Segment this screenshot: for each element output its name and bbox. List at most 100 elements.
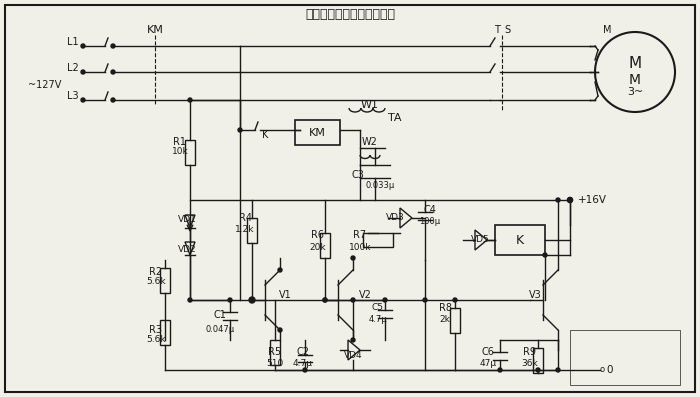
Text: 47μ: 47μ <box>480 358 496 368</box>
Text: R5: R5 <box>268 347 281 357</box>
Text: K: K <box>262 130 268 140</box>
Text: M: M <box>629 73 641 87</box>
Circle shape <box>536 368 540 372</box>
Bar <box>160 320 170 345</box>
Circle shape <box>383 298 387 302</box>
Circle shape <box>228 298 232 302</box>
Circle shape <box>568 197 573 202</box>
Text: 1.2k: 1.2k <box>235 225 255 235</box>
Circle shape <box>249 297 255 303</box>
Circle shape <box>188 298 192 302</box>
Text: R3: R3 <box>150 325 162 335</box>
Text: VD3: VD3 <box>386 214 405 222</box>
Bar <box>270 340 280 365</box>
Text: +16V: +16V <box>578 195 607 205</box>
Text: 3~: 3~ <box>627 87 643 97</box>
Text: R6: R6 <box>312 230 325 240</box>
Text: TA: TA <box>389 113 402 123</box>
Text: R2: R2 <box>149 267 162 277</box>
Text: 20k: 20k <box>309 243 326 252</box>
Bar <box>295 120 340 145</box>
Bar <box>533 348 543 373</box>
Text: R4: R4 <box>239 213 251 223</box>
Text: 0.047μ: 0.047μ <box>205 326 235 335</box>
Circle shape <box>81 44 85 48</box>
Circle shape <box>498 368 502 372</box>
Circle shape <box>568 197 573 202</box>
Bar <box>320 233 330 258</box>
Bar <box>570 330 680 385</box>
Circle shape <box>278 328 282 332</box>
Circle shape <box>351 256 355 260</box>
Circle shape <box>81 98 85 102</box>
Text: C4: C4 <box>424 205 436 215</box>
Text: KM: KM <box>309 128 326 138</box>
Circle shape <box>250 298 254 302</box>
Text: C3: C3 <box>351 170 365 180</box>
Circle shape <box>111 70 115 74</box>
Circle shape <box>543 253 547 257</box>
Circle shape <box>278 268 282 272</box>
Text: 5.6k: 5.6k <box>146 335 166 345</box>
Bar <box>185 140 195 165</box>
Bar <box>495 225 545 255</box>
Text: M: M <box>629 56 642 71</box>
Circle shape <box>81 70 85 74</box>
Text: VD2: VD2 <box>178 245 197 254</box>
Text: KM: KM <box>146 25 163 35</box>
Bar <box>160 268 170 293</box>
Text: C6: C6 <box>482 347 494 357</box>
Text: 4.7μ: 4.7μ <box>293 358 313 368</box>
Polygon shape <box>185 215 195 228</box>
Bar <box>247 218 257 243</box>
Text: 100k: 100k <box>349 243 371 252</box>
Text: R1: R1 <box>174 137 186 147</box>
Circle shape <box>423 298 427 302</box>
Text: L3: L3 <box>67 91 79 101</box>
Text: VD4: VD4 <box>344 351 363 360</box>
Text: R8: R8 <box>438 303 452 313</box>
Text: L2: L2 <box>67 63 79 73</box>
Polygon shape <box>400 208 412 228</box>
Text: 36k: 36k <box>522 358 538 368</box>
Circle shape <box>303 368 307 372</box>
Circle shape <box>323 298 327 302</box>
Text: M: M <box>603 25 611 35</box>
Text: 4.7μ: 4.7μ <box>369 316 387 324</box>
Text: 2k: 2k <box>440 316 450 324</box>
Text: 矿井喷雾除尘控制器电路图: 矿井喷雾除尘控制器电路图 <box>305 8 395 21</box>
Circle shape <box>238 128 242 132</box>
Text: 0: 0 <box>607 365 613 375</box>
Circle shape <box>556 198 560 202</box>
Text: W1: W1 <box>361 100 379 110</box>
Text: C1: C1 <box>214 310 226 320</box>
Bar <box>363 233 393 247</box>
Polygon shape <box>475 230 487 250</box>
Circle shape <box>595 32 675 112</box>
Circle shape <box>351 298 355 302</box>
Text: W2: W2 <box>362 137 378 147</box>
Circle shape <box>323 298 327 302</box>
Circle shape <box>111 44 115 48</box>
Text: 5.6k: 5.6k <box>146 278 166 287</box>
Text: 10k: 10k <box>172 148 188 156</box>
Text: 100μ: 100μ <box>419 218 440 227</box>
Text: K: K <box>516 233 524 247</box>
Circle shape <box>188 98 192 102</box>
Text: V2: V2 <box>358 290 372 300</box>
Text: C2: C2 <box>297 347 309 357</box>
Text: o: o <box>599 366 605 374</box>
Text: 510: 510 <box>267 358 284 368</box>
Text: R7: R7 <box>354 230 367 240</box>
Text: ~127V: ~127V <box>28 80 62 90</box>
Text: T: T <box>494 25 500 35</box>
Circle shape <box>556 368 560 372</box>
Circle shape <box>453 298 457 302</box>
Text: R9: R9 <box>524 347 536 357</box>
Text: VD1: VD1 <box>178 216 197 224</box>
Text: L1: L1 <box>67 37 79 47</box>
Bar <box>450 308 460 333</box>
Polygon shape <box>185 242 195 255</box>
Text: V3: V3 <box>528 290 541 300</box>
Text: VD5: VD5 <box>470 235 489 245</box>
